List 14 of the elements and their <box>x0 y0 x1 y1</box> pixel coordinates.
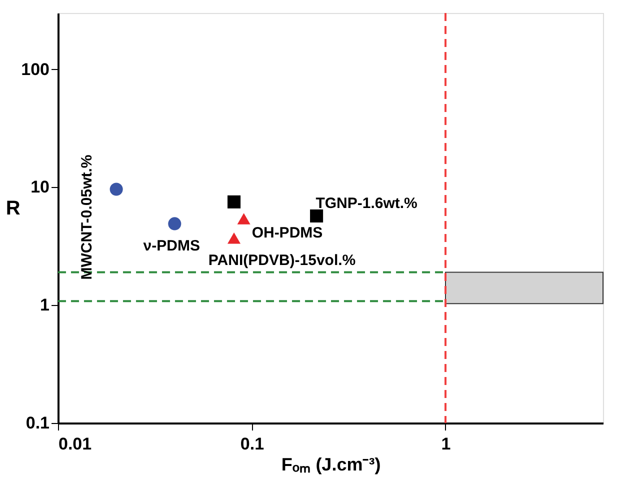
x-axis-title: Fₒₘ (J.cm⁻³) <box>281 454 381 474</box>
series-label: OH-PDMS <box>252 224 323 242</box>
text: MWCNT-0.05wt.% <box>78 154 96 280</box>
y-tick-label: 1 <box>40 296 50 315</box>
y-tick-label: 0.1 <box>26 414 50 432</box>
y-tick-label: 10 <box>30 178 50 197</box>
series-label: PANI(PDVB)-15vol.% <box>208 252 356 270</box>
y-axis-title: R <box>6 198 21 220</box>
series-label: ν-PDMS <box>143 238 200 255</box>
x-tick-label: 1 <box>441 434 451 454</box>
series-label: TGNP-1.6wt.% <box>316 194 418 212</box>
x-tick-label: 0.1 <box>240 434 264 454</box>
y-tick-label: 100 <box>21 60 50 79</box>
x-tick-label: 0.01 <box>58 434 92 454</box>
